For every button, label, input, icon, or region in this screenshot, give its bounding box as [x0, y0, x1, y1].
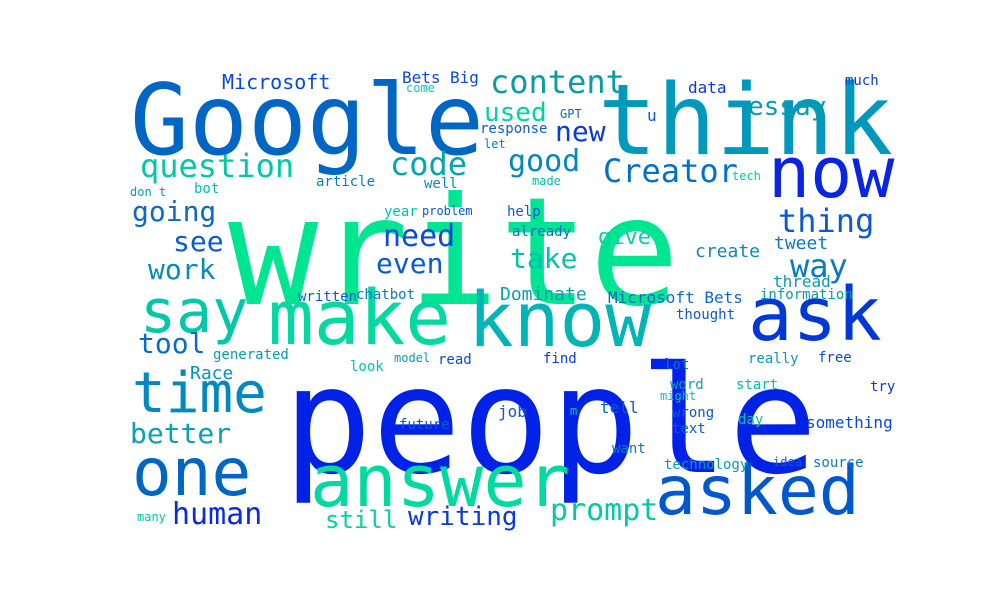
word-might: might	[660, 389, 697, 403]
word-free: free	[818, 350, 852, 366]
word-thought: thought	[676, 307, 736, 323]
word-job: job	[498, 402, 527, 421]
word-google: Google	[130, 64, 485, 178]
word-now: now	[768, 132, 895, 214]
word-content: content	[490, 63, 625, 101]
word-give: give	[598, 225, 651, 250]
word-thing: thing	[778, 202, 875, 240]
word-word: word	[670, 377, 704, 393]
word-well: well	[424, 176, 458, 192]
word-dominate: Dominate	[500, 284, 587, 305]
word-tech: tech	[732, 169, 761, 183]
word-article: article	[316, 174, 376, 190]
word-writing: writing	[408, 502, 518, 532]
word-read: read	[438, 352, 472, 368]
word-start: start	[736, 377, 779, 393]
word-made: made	[532, 174, 561, 188]
word-prompt: prompt	[550, 493, 659, 528]
word-generated: generated	[213, 347, 289, 363]
word-wrong: wrong	[672, 405, 715, 421]
word-see: see	[173, 225, 224, 258]
word-much: much	[845, 73, 879, 89]
word-model: model	[394, 351, 431, 365]
word-good: good	[508, 144, 581, 179]
word-say: say	[140, 277, 249, 347]
word-asked: asked	[655, 452, 860, 531]
word-data: data	[688, 78, 727, 97]
word-answer: answer	[310, 439, 571, 523]
word-help: help	[507, 204, 541, 220]
word-day: day	[738, 412, 764, 428]
word-bot: bot	[194, 181, 220, 197]
word-something: something	[806, 413, 893, 432]
word-create: create	[695, 241, 761, 262]
word-find: find	[543, 351, 577, 367]
word-make: make	[268, 273, 452, 362]
word-tweet: tweet	[774, 233, 829, 254]
word-don-t: don t	[130, 185, 167, 199]
word-technology: technology	[664, 457, 749, 473]
word-better: better	[130, 417, 232, 450]
word-even: even	[376, 247, 444, 280]
word-ask: ask	[748, 272, 882, 358]
word-text: text	[672, 421, 706, 437]
word-people: people	[283, 335, 818, 507]
word-lot: lot	[664, 357, 690, 373]
word-write: write	[228, 166, 680, 340]
word-tell: tell	[600, 398, 639, 417]
word-let: let	[484, 137, 506, 151]
word-take: take	[510, 242, 578, 275]
word-question: question	[140, 147, 295, 185]
word-idea: idea	[773, 455, 802, 469]
word-way: way	[790, 247, 848, 285]
word-source: source	[813, 455, 864, 471]
word-creator: Creator	[603, 152, 738, 190]
word-response: response	[480, 121, 548, 137]
word-code: code	[390, 145, 468, 183]
word-tool: tool	[138, 327, 206, 360]
word-written: written	[298, 289, 358, 305]
word-try: try	[870, 379, 896, 395]
word-information: information	[760, 287, 853, 303]
word-big: Big	[450, 68, 479, 87]
word-m: m	[570, 404, 578, 418]
word-new: new	[555, 115, 606, 148]
word-want: want	[612, 441, 646, 457]
word-u: u	[647, 106, 657, 125]
word-chatbot: chatbot	[356, 287, 416, 303]
word-microsoft: Microsoft	[222, 70, 331, 94]
word-essay: essay	[748, 92, 827, 122]
word-still: still	[325, 506, 398, 534]
word-human: human	[172, 497, 263, 532]
word-need: need	[383, 219, 456, 254]
word-know: know	[468, 275, 652, 364]
word-thread: thread	[773, 272, 831, 291]
word-race: Race	[190, 363, 234, 384]
word-problem: problem	[422, 204, 473, 218]
word-used: used	[484, 98, 547, 128]
word-work: work	[148, 253, 216, 286]
word-year: year	[384, 204, 418, 220]
word-time: time	[132, 361, 267, 426]
word-future: future	[399, 417, 450, 433]
word-one: one	[132, 434, 252, 511]
word-already: already	[512, 224, 572, 240]
word-many: many	[137, 510, 166, 524]
word-think: think	[598, 64, 894, 178]
word-bets: Bets	[402, 68, 441, 87]
word-going: going	[132, 195, 217, 228]
word-come: come	[406, 81, 435, 95]
word-microsoft-bets: Microsoft Bets	[608, 288, 743, 307]
word-really: really	[748, 351, 799, 367]
word-look: look	[350, 359, 384, 375]
word-gpt: GPT	[560, 107, 582, 121]
